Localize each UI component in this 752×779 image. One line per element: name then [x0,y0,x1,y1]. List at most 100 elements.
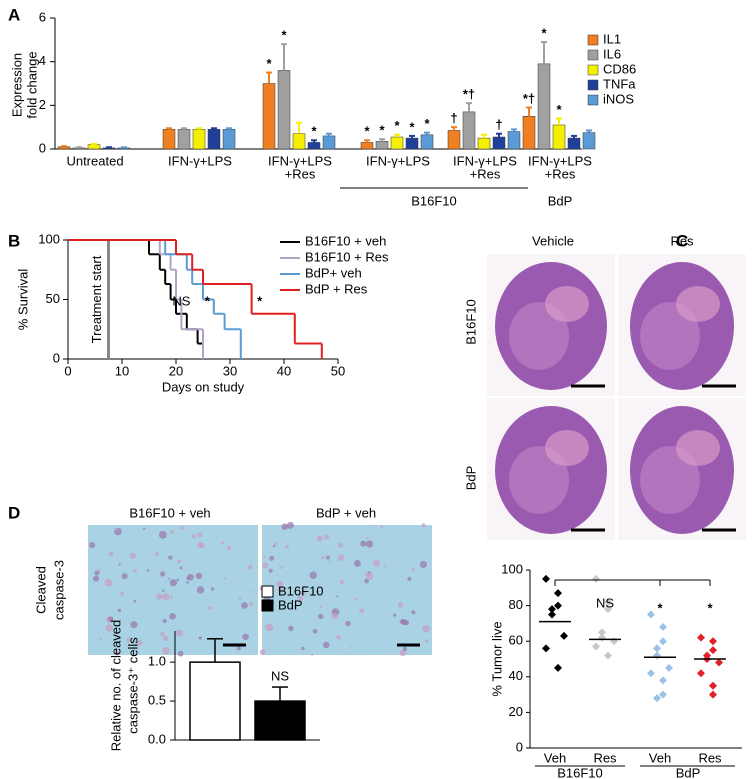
data-point [554,601,562,610]
stain-dot [269,555,275,561]
group-label: B16F10 [411,193,457,208]
stain-dot [345,620,351,627]
x-tick-label: Untreated [66,153,123,168]
group-label: B16F10 [557,765,603,779]
stain-dot [359,608,365,614]
stain-dot [419,560,428,569]
stain-dot [99,638,103,641]
stain-dot [158,530,167,539]
stain-dot [161,593,170,601]
y-axis-label: % Survival [15,269,30,331]
tissue-region [640,446,700,514]
data-point [592,574,600,583]
stain-dot [300,590,306,596]
stain-dot [162,647,170,655]
row-label: Cleaved [33,566,48,614]
data-point [653,644,661,653]
legend-label: IL6 [603,46,621,61]
tissue-region [509,446,569,514]
tissue-region [509,302,569,370]
stain-dot [249,602,254,607]
data-point [709,681,717,690]
data-point [697,633,705,642]
bar [522,116,536,150]
data-point [709,646,717,655]
stain-dot [285,544,290,549]
y-tick-label: 2 [39,97,46,112]
stain-dot [402,646,408,652]
stain-dot [424,639,429,643]
x-axis-label: Days on study [162,379,245,394]
significance-mark: * [556,102,562,117]
x-tick-label: Veh [544,750,566,765]
panel-letter: D [8,503,20,522]
stain-dot [384,565,387,568]
data-point [542,644,550,653]
data-point [598,628,606,637]
legend-label: BdP+ veh [305,265,362,280]
bar [222,129,236,150]
significance-mark: * [424,116,430,131]
legend-label: BdP [278,597,303,612]
stain-dot [355,597,358,601]
stain-dot [303,585,307,588]
significance-mark: * [266,56,272,71]
stain-dot [365,540,374,548]
legend-swatch [587,64,599,76]
stain-dot [411,568,415,572]
bar [405,137,419,150]
stain-dot [262,562,269,569]
stain-dot [137,640,143,646]
legend-label: CD86 [603,61,636,76]
stain-dot [265,623,274,632]
stain-dot [364,578,369,584]
data-point [659,690,667,699]
data-point [647,610,655,619]
legend-label: TNFa [603,76,636,91]
stain-dot [372,524,375,528]
stain-dot [397,602,404,608]
stain-dot [422,625,431,633]
stain-dot [322,641,330,649]
stain-dot [318,613,324,620]
data-point [598,633,606,642]
data-point [604,605,612,614]
significance-mark: * [281,28,287,43]
stain-dot [169,579,178,587]
stain-dot [336,595,339,598]
x-tick-label: Res [698,750,722,765]
y-tick-label: 6 [39,9,46,24]
bar [277,70,291,150]
y-tick-label: 0.0 [148,731,166,746]
stain-dot [321,555,325,560]
bar [307,142,321,150]
stain-dot [162,619,167,624]
y-tick-label: 0 [53,350,60,365]
y-tick-label: 20 [509,704,523,719]
significance-mark: * [364,124,370,139]
stain-dot [191,534,197,539]
column-label: B16F10 + veh [129,505,210,520]
bar [254,700,306,741]
data-point [542,574,550,583]
stain-dot [339,580,344,585]
data-point [560,631,568,640]
legend-label: B16F10 [278,583,324,598]
x-tick-label: 30 [223,363,237,378]
ihc-image [262,525,432,655]
panel-letter: C [676,231,688,250]
tissue-region [676,286,720,322]
bar [207,129,221,150]
stain-dot [316,535,323,542]
stain-dot [328,560,331,563]
stain-dot [160,571,166,577]
stain-dot [272,544,276,548]
stain-dot [132,648,135,651]
data-point [659,637,667,646]
data-point [604,598,612,607]
bar [292,133,306,150]
stain-dot [114,650,120,656]
stain-dot [89,541,96,549]
stain-dot [196,586,205,594]
